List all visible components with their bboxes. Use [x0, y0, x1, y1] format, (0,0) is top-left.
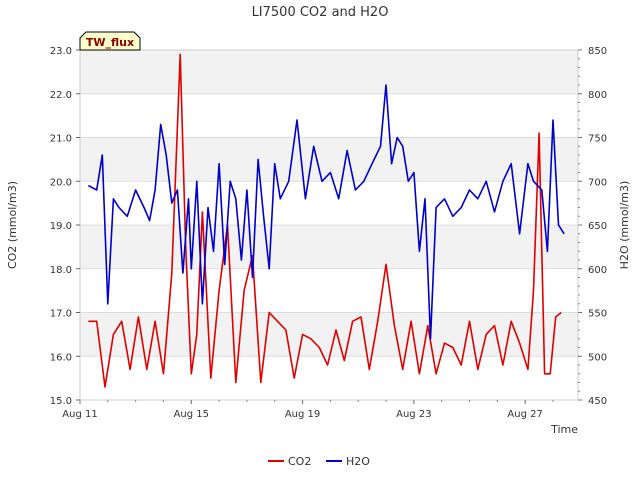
- y-right-tick-label: 650: [588, 221, 607, 232]
- y-right-tick-label: 750: [588, 134, 607, 145]
- background-bands: [80, 50, 578, 357]
- legend-label-co2: CO2: [288, 455, 311, 468]
- series-lines: [87, 53, 565, 388]
- y-left-tick-label: 22.0: [50, 90, 72, 101]
- y-right-tick-label: 450: [588, 396, 607, 407]
- x-tick-label: Aug 27: [507, 409, 542, 420]
- y-right-tick-label: 550: [588, 309, 607, 320]
- legend: CO2 H2O: [268, 455, 370, 468]
- y-left-tick-label: 17.0: [50, 309, 72, 320]
- y-right-tick-label: 700: [588, 177, 607, 188]
- y-left-tick-label: 19.0: [50, 221, 72, 232]
- y-axis-right-label: H2O (mmol/m3): [618, 181, 631, 270]
- x-axis-label: Time: [550, 423, 578, 436]
- site-badge: TW_flux: [79, 31, 141, 51]
- x-tick-label: Aug 23: [396, 409, 431, 420]
- left-axis-ticks: 15.0 16.0 17.0 18.0 19.0 20.0 21.0 22.0 23.0: [50, 46, 80, 407]
- y-left-tick-label: 21.0: [50, 134, 72, 145]
- right-axis-ticks: 450 500 550 600 650 700 750 800 850: [578, 46, 607, 407]
- x-tick-label: Aug 15: [174, 409, 209, 420]
- x-tick-label: Aug 11: [62, 409, 97, 420]
- y-right-tick-label: 800: [588, 90, 607, 101]
- site-badge-label: TW_flux: [86, 36, 134, 49]
- background-band: [80, 50, 578, 94]
- background-band: [80, 225, 578, 269]
- y-right-tick-label: 850: [588, 46, 607, 57]
- x-axis-ticks: Aug 11 Aug 15 Aug 19 Aug 23 Aug 27: [62, 400, 554, 420]
- y-left-tick-label: 15.0: [50, 396, 72, 407]
- y-left-tick-label: 16.0: [50, 352, 72, 363]
- y-left-tick-label: 20.0: [50, 177, 72, 188]
- background-band: [80, 312, 578, 357]
- legend-label-h2o: H2O: [346, 455, 370, 468]
- chart-title: LI7500 CO2 and H2O: [252, 5, 389, 20]
- y-left-tick-label: 23.0: [50, 46, 72, 57]
- x-tick-label: Aug 19: [285, 409, 320, 420]
- y-left-tick-label: 18.0: [50, 265, 72, 276]
- series-line-h2o: [87, 84, 565, 340]
- y-right-tick-label: 500: [588, 352, 607, 363]
- y-axis-left-label: CO2 (mmol/m3): [6, 181, 19, 269]
- y-right-tick-label: 600: [588, 265, 607, 276]
- series-line-co2: [88, 53, 562, 388]
- site-badge-box: [79, 31, 141, 51]
